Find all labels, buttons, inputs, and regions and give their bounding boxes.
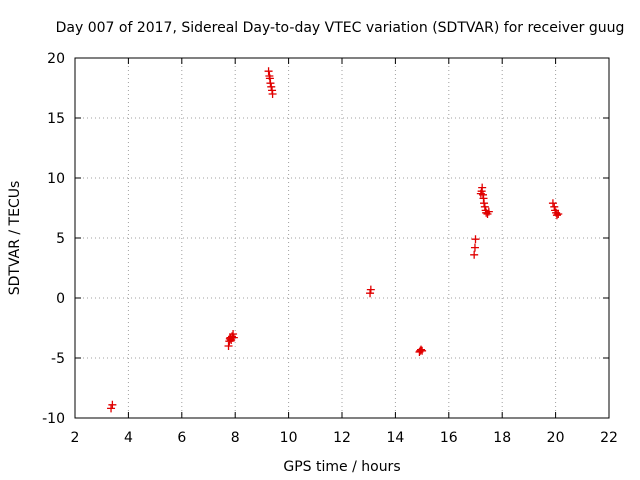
data-point-plus xyxy=(266,79,275,88)
data-point-plus xyxy=(478,183,487,192)
y-tick-label: 0 xyxy=(56,291,65,307)
data-point-plus xyxy=(470,243,479,252)
data-point-plus xyxy=(417,345,426,354)
data-point-plus xyxy=(108,400,117,409)
x-tick-label: 8 xyxy=(231,430,240,446)
x-tick-label: 4 xyxy=(124,430,133,446)
data-point-plus xyxy=(107,404,116,413)
x-tick-label: 18 xyxy=(493,430,511,446)
data-point-plus xyxy=(366,289,375,298)
data-point-plus xyxy=(548,199,557,208)
x-tick-label: 20 xyxy=(547,430,565,446)
x-axis-label: GPS time / hours xyxy=(283,459,400,475)
chart-title: Day 007 of 2017, Sidereal Day-to-day VTE… xyxy=(56,20,625,36)
y-tick-label: 10 xyxy=(47,171,65,187)
y-axis-label: SDTVAR / TECUs xyxy=(7,181,23,296)
data-point-plus xyxy=(418,346,427,355)
data-point-plus xyxy=(264,67,273,76)
data-point-plus xyxy=(484,207,493,216)
x-tick-label: 10 xyxy=(280,430,298,446)
y-tick-label: 20 xyxy=(47,51,65,67)
data-point-plus xyxy=(552,211,561,220)
x-tick-label: 6 xyxy=(177,430,186,446)
data-points xyxy=(107,67,563,413)
x-tick-label: 14 xyxy=(386,430,404,446)
data-point-plus xyxy=(470,250,479,259)
data-point-plus xyxy=(224,342,233,350)
x-tick-label: 2 xyxy=(71,430,80,446)
y-tick-label: -10 xyxy=(42,411,65,427)
data-point-plus xyxy=(366,285,375,294)
data-point-plus xyxy=(229,330,238,338)
data-point-plus xyxy=(480,199,489,208)
grid-lines xyxy=(75,58,609,418)
data-point-plus xyxy=(267,82,276,91)
data-point-plus xyxy=(229,333,238,342)
x-tick-label: 16 xyxy=(440,430,458,446)
data-point-plus xyxy=(550,202,559,211)
x-tick-label: 22 xyxy=(600,430,618,446)
x-tick-label: 12 xyxy=(333,430,351,446)
y-tick-label: 15 xyxy=(47,111,65,127)
y-tick-label: -5 xyxy=(51,351,65,367)
axis-ticks: 2 4 6 8 10 12 14 16 18 20 22 -10 -5 0 5 10 15 20 xyxy=(42,51,618,446)
data-point-plus xyxy=(480,202,489,211)
data-point-plus xyxy=(554,210,563,218)
y-tick-label: 5 xyxy=(56,231,65,247)
data-point-plus xyxy=(268,90,277,98)
data-point-plus xyxy=(471,235,480,244)
